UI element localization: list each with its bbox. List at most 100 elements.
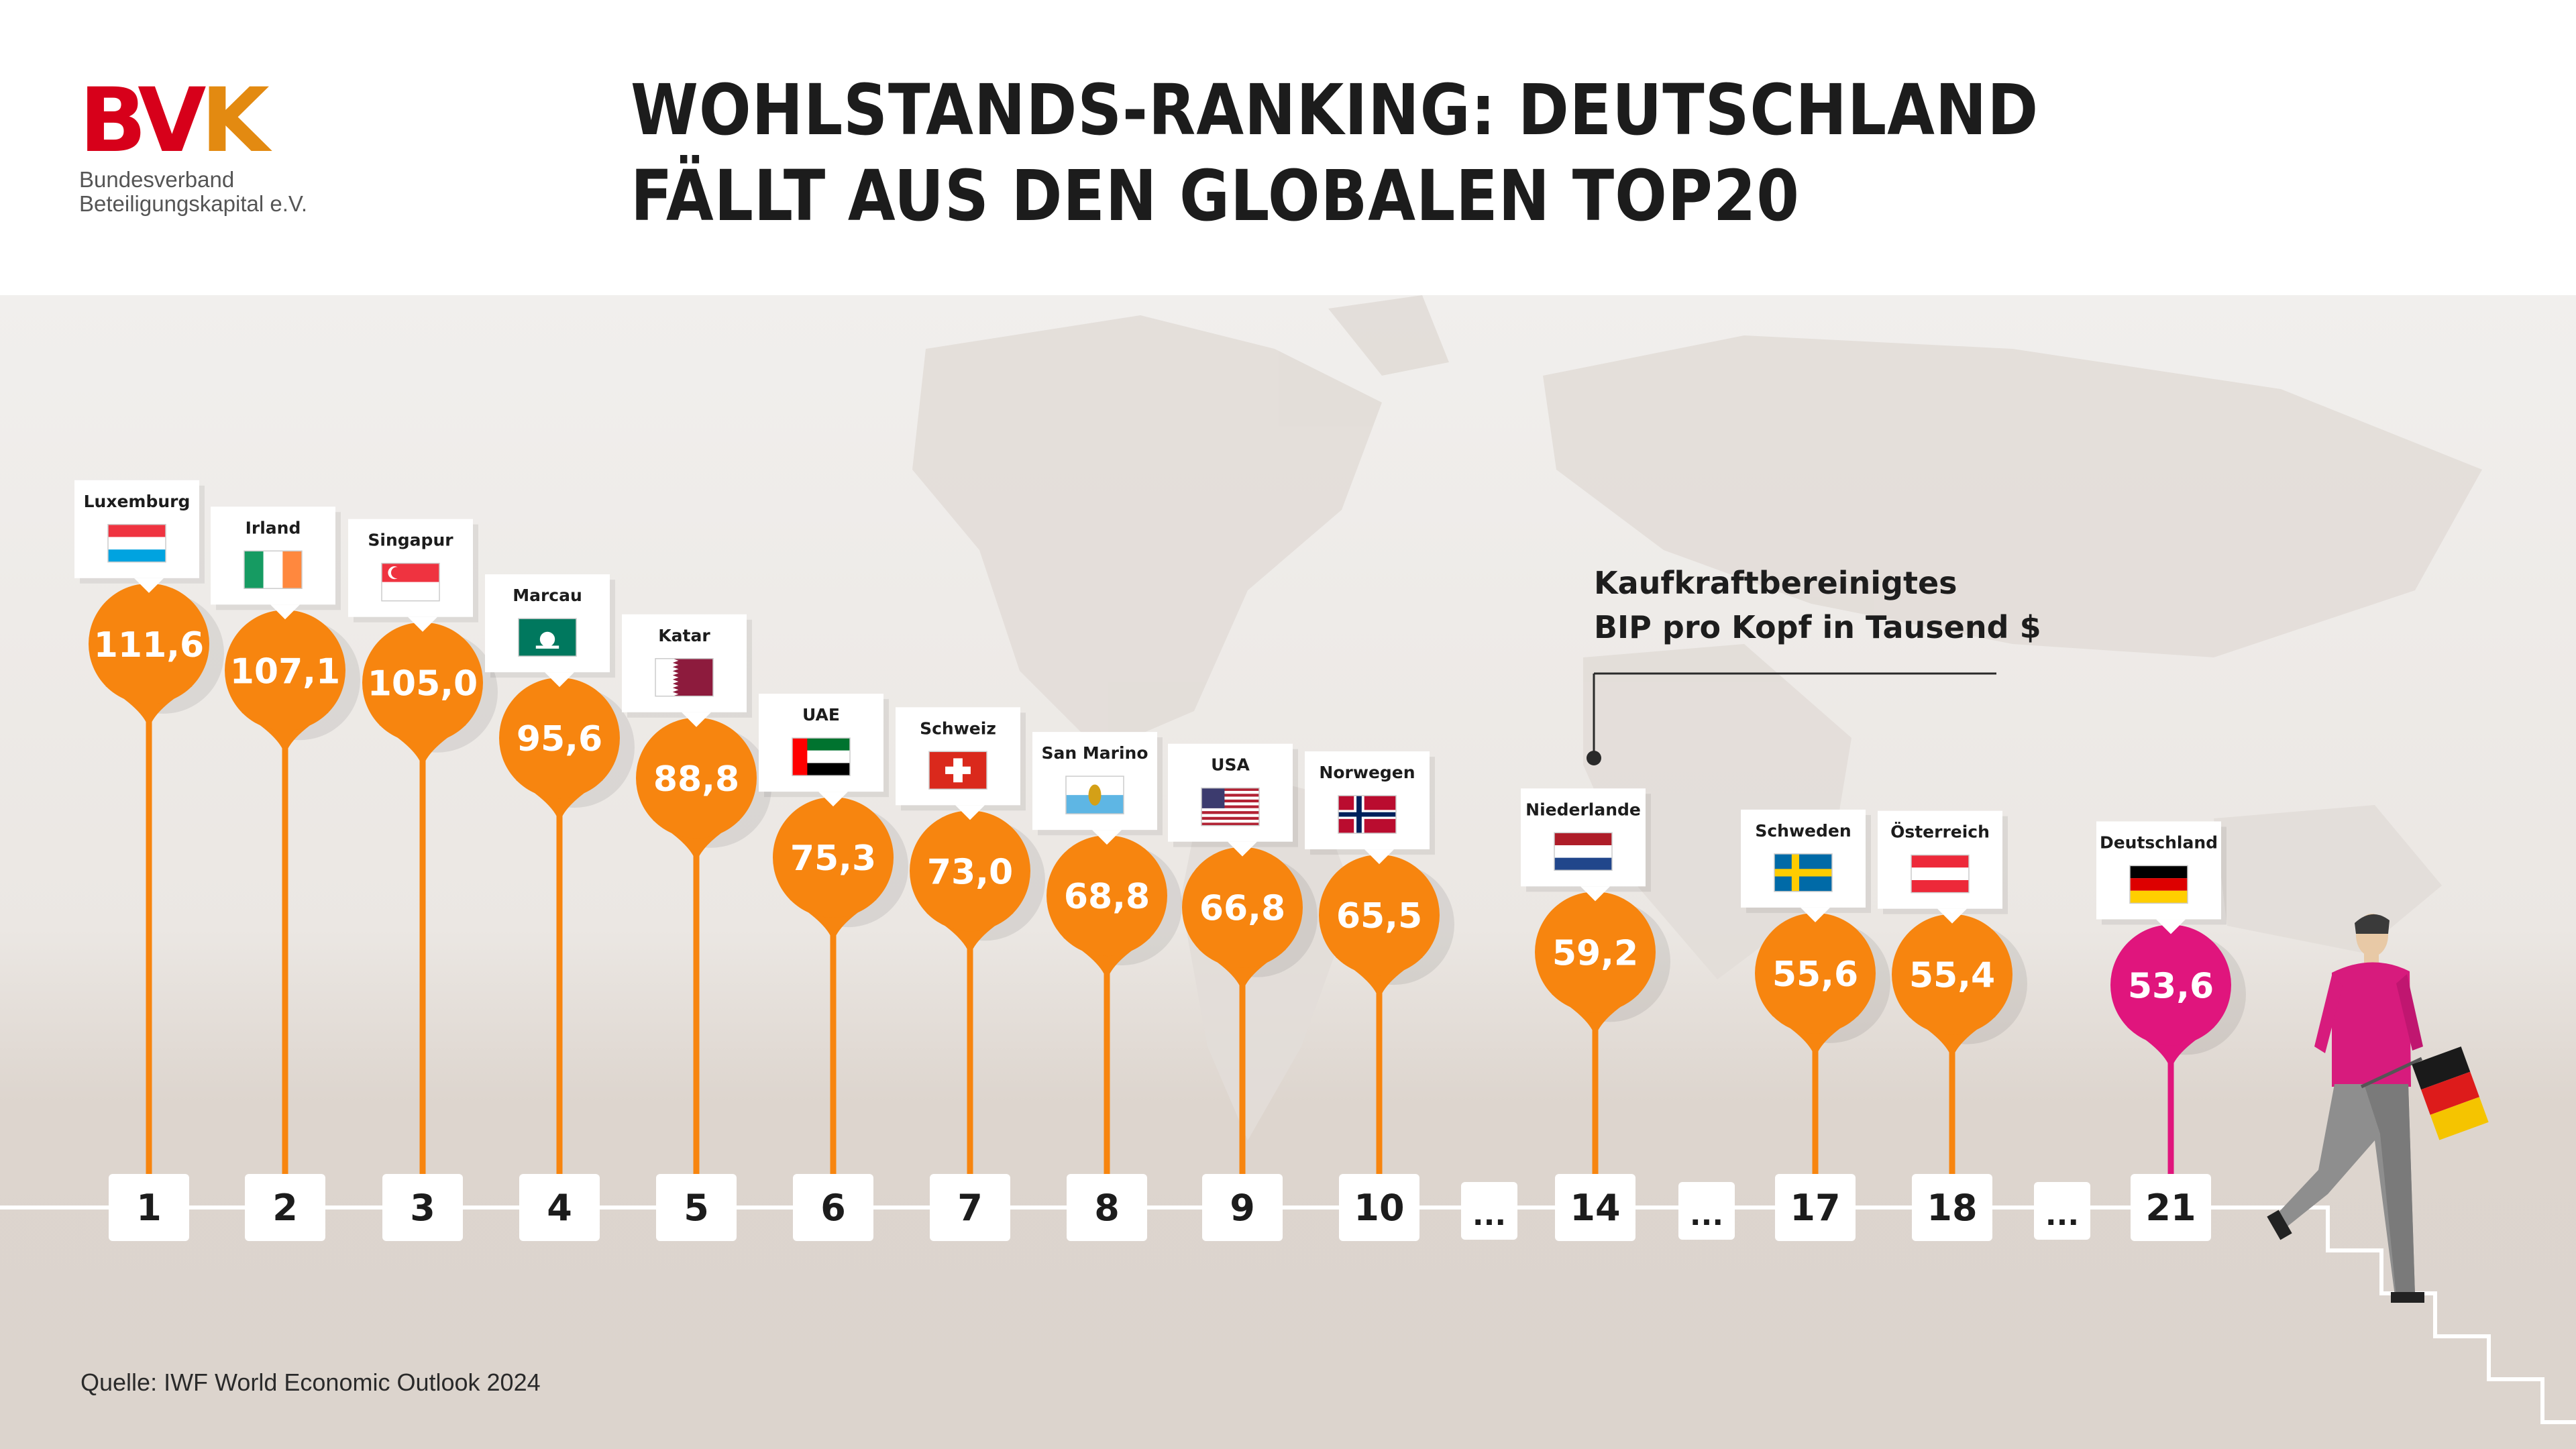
flag-ireland-icon xyxy=(244,550,303,590)
country-name: Norwegen xyxy=(1319,763,1415,782)
flag-norway-icon xyxy=(1338,795,1397,834)
value-label: 105,0 xyxy=(368,664,478,704)
value-bubble xyxy=(89,583,209,704)
rank-box: 7 xyxy=(930,1174,1010,1241)
note-connector-dot xyxy=(1587,751,1601,765)
rank-label: 9 xyxy=(1230,1187,1255,1229)
value-label: 88,8 xyxy=(653,759,739,800)
rank-box: 17 xyxy=(1775,1174,1856,1241)
country-card: Schweden xyxy=(1741,809,1871,922)
value-bubble xyxy=(1535,892,1656,1013)
note-connector-line xyxy=(1593,672,1996,758)
rank-box: 2 xyxy=(245,1174,325,1241)
pin-österreich: 55,4 Österreich xyxy=(1878,810,2027,1208)
country-name: Deutschland xyxy=(2100,833,2218,852)
pin-singapur: 105,0 Singapur xyxy=(348,519,498,1208)
value-label: 107,1 xyxy=(230,651,340,692)
rank-label: 18 xyxy=(1927,1187,1977,1229)
value-label: 95,6 xyxy=(517,719,602,759)
value-label: 53,6 xyxy=(2128,966,2214,1006)
country-name: Singapur xyxy=(368,531,453,550)
rank-box: 4 xyxy=(519,1174,600,1241)
rank-label: 3 xyxy=(410,1187,435,1229)
country-name: USA xyxy=(1211,755,1250,775)
flag-luxembourg-icon xyxy=(107,524,166,563)
rank-box: 5 xyxy=(656,1174,737,1241)
value-label: 65,5 xyxy=(1336,896,1422,936)
flag-austria-icon xyxy=(1911,854,1970,894)
source-note: Quelle: IWF World Economic Outlook 2024 xyxy=(80,1368,541,1396)
title-line-2: FÄLLT AUS DEN GLOBALEN TOP20 xyxy=(631,155,1800,237)
chart-pins: 111,6 Luxemburg 107,1 Irland 105,0 Singapur 95… xyxy=(74,480,2246,1208)
pin-katar: 88,8 Katar xyxy=(622,614,771,1208)
country-name: San Marino xyxy=(1042,743,1148,763)
rank-label: 7 xyxy=(957,1187,983,1229)
country-card: UAE xyxy=(759,694,889,807)
country-card: Niederlande xyxy=(1521,788,1651,902)
logo-line-1: Bundesverband xyxy=(79,167,235,192)
flag-uae-icon xyxy=(792,737,851,776)
country-name: Schweden xyxy=(1755,821,1851,841)
note-line-1: Kaufkraftbereinigtes xyxy=(1594,565,1957,601)
pin-luxemburg: 111,6 Luxemburg xyxy=(74,480,224,1208)
country-card: Luxemburg xyxy=(74,480,205,593)
value-bubble xyxy=(1319,855,1440,976)
rank-box: 14 xyxy=(1555,1174,1635,1241)
rank-box: 18 xyxy=(1912,1174,1992,1241)
pin-niederlande: 59,2 Niederlande xyxy=(1521,788,1670,1208)
country-name: Irland xyxy=(246,518,301,537)
rank-label: 21 xyxy=(2145,1187,2196,1229)
page-title: WOHLSTANDS-RANKING: DEUTSCHLAND FÄLLT AU… xyxy=(631,67,2375,239)
country-card: Katar xyxy=(622,614,752,727)
logo-mark: BVK xyxy=(79,69,270,172)
value-bubble xyxy=(773,797,894,918)
rank-label: 8 xyxy=(1094,1187,1120,1229)
country-card: Österreich xyxy=(1878,810,2008,924)
logo-line-2: Beteiligungskapital e.V. xyxy=(79,191,308,216)
rank-gap-box: ... xyxy=(1461,1182,1517,1240)
country-name: UAE xyxy=(802,705,840,724)
pin-usa: 66,8 USA xyxy=(1168,743,1318,1208)
pin-irland: 107,1 Irland xyxy=(211,506,360,1208)
rank-label: 2 xyxy=(272,1187,298,1229)
value-label: 68,8 xyxy=(1064,877,1150,917)
rank-label: 14 xyxy=(1570,1187,1620,1229)
value-bubble xyxy=(2110,924,2231,1046)
rank-label: 1 xyxy=(136,1187,162,1229)
value-label: 66,8 xyxy=(1199,889,1285,929)
rank-box: 21 xyxy=(2131,1174,2211,1241)
country-card: Singapur xyxy=(348,519,478,632)
value-label: 111,6 xyxy=(94,625,204,665)
country-name: Schweiz xyxy=(920,718,996,738)
rank-label: 6 xyxy=(820,1187,846,1229)
value-bubble xyxy=(499,678,620,799)
stairs-line xyxy=(2274,1205,2576,1424)
country-name: Katar xyxy=(658,626,710,645)
rank-box: 10 xyxy=(1339,1174,1419,1241)
value-bubble xyxy=(1182,847,1303,968)
value-label: 55,6 xyxy=(1772,955,1858,995)
rank-box: 6 xyxy=(793,1174,873,1241)
flag-macau-icon xyxy=(518,618,577,657)
pin-marcau: 95,6 Marcau xyxy=(485,574,635,1208)
rank-box: 3 xyxy=(382,1174,463,1241)
country-card: Deutschland xyxy=(2096,821,2226,934)
value-bubble xyxy=(225,610,345,731)
value-label: 59,2 xyxy=(1552,933,1638,973)
rank-label: 17 xyxy=(1790,1187,1840,1229)
flag-singapore-icon xyxy=(381,562,440,602)
country-name: Luxemburg xyxy=(84,492,191,511)
person-with-german-flag-illustration xyxy=(2267,914,2489,1303)
world-map-background xyxy=(912,295,2482,1140)
flag-switzerland-icon xyxy=(928,751,987,790)
pin-uae: 75,3 UAE xyxy=(759,694,908,1208)
title-line-1: WOHLSTANDS-RANKING: DEUTSCHLAND xyxy=(631,69,2039,151)
pin-schweden: 55,6 Schweden xyxy=(1741,809,1890,1208)
value-bubble xyxy=(1046,835,1167,957)
value-bubble xyxy=(362,622,483,743)
flag-sweden-icon xyxy=(1774,853,1833,892)
flag-san-marino-icon xyxy=(1065,775,1124,814)
rank-box: 1 xyxy=(109,1174,189,1241)
country-card: Norwegen xyxy=(1305,751,1435,865)
rank-gap-box: ... xyxy=(2034,1182,2090,1240)
